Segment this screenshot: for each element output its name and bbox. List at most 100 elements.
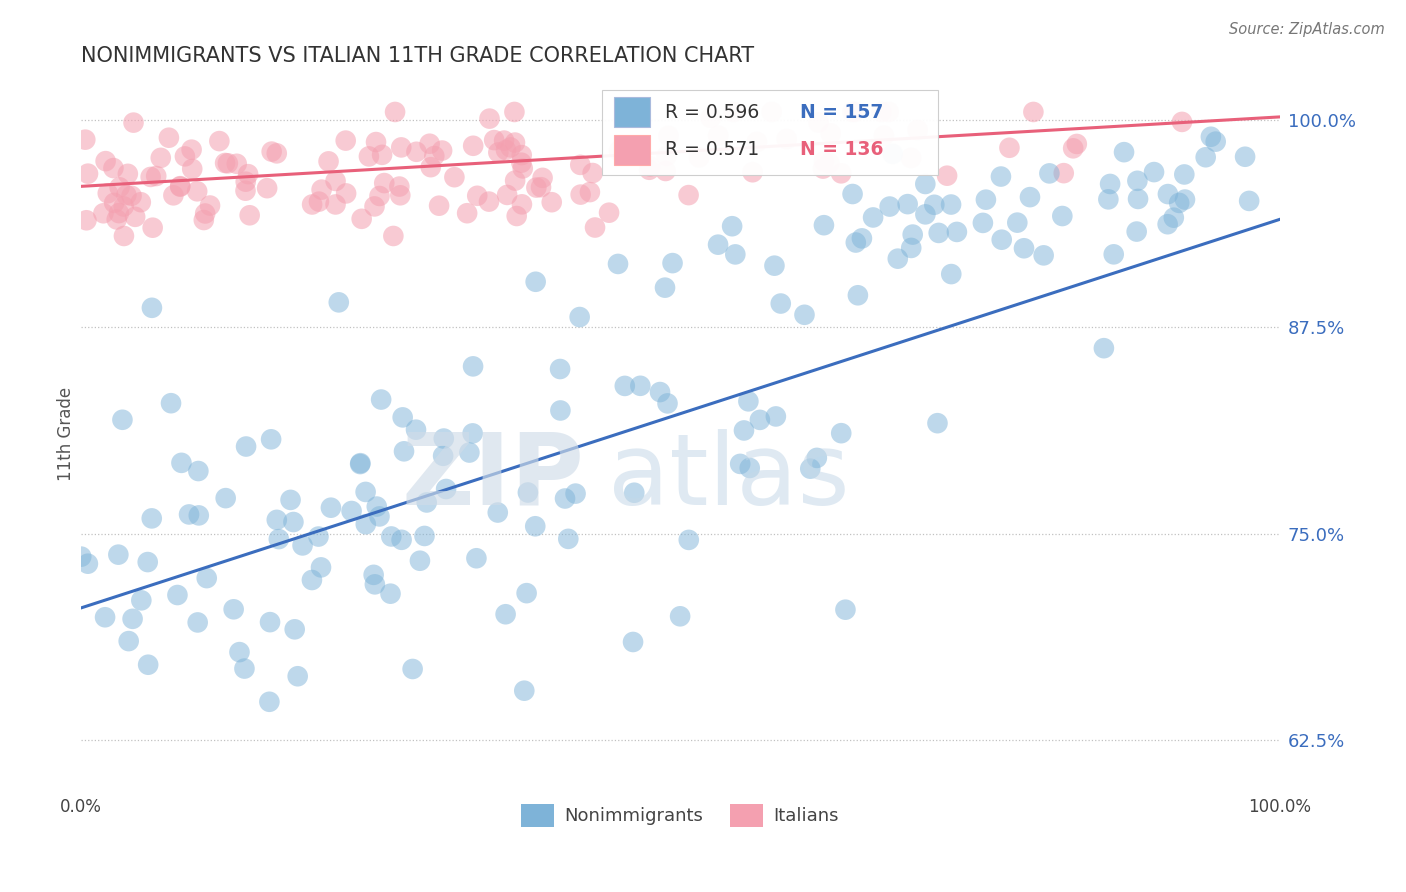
Point [186, 184, 208, 198]
Point [465, 551, 488, 566]
Point [118, 634, 141, 648]
Point [301, 573, 323, 587]
Point [366, 500, 388, 514]
Point [1066, 136, 1088, 151]
Point [707, 128, 730, 143]
Point [162, 188, 184, 202]
Point [907, 123, 929, 137]
Point [136, 657, 159, 672]
Point [239, 208, 262, 222]
Point [1102, 247, 1125, 261]
Point [1032, 248, 1054, 262]
Point [655, 149, 678, 163]
Point [380, 529, 402, 543]
Point [927, 416, 949, 430]
Point [371, 148, 394, 162]
Point [363, 567, 385, 582]
Point [434, 482, 457, 496]
Point [941, 267, 963, 281]
Point [364, 577, 387, 591]
Point [554, 491, 576, 506]
Point [607, 257, 630, 271]
Point [478, 112, 501, 126]
Point [350, 211, 373, 226]
Point [423, 149, 446, 163]
Point [388, 179, 411, 194]
Point [799, 461, 821, 475]
Point [761, 105, 783, 120]
Point [990, 169, 1012, 184]
Point [384, 105, 406, 120]
Point [807, 115, 830, 129]
Point [818, 156, 841, 170]
Point [142, 220, 165, 235]
Point [678, 188, 700, 202]
Point [990, 233, 1012, 247]
Point [415, 495, 437, 509]
Text: R = 0.596: R = 0.596 [665, 103, 759, 122]
Point [1038, 166, 1060, 180]
Point [103, 195, 125, 210]
Y-axis label: 11th Grade: 11th Grade [58, 387, 75, 482]
Point [1205, 135, 1227, 149]
Point [540, 195, 562, 210]
Point [391, 410, 413, 425]
Point [77, 557, 100, 571]
Point [131, 593, 153, 607]
Point [516, 586, 538, 600]
Point [461, 359, 484, 374]
Point [503, 173, 526, 187]
Point [569, 187, 592, 202]
Point [75, 133, 97, 147]
Point [228, 645, 250, 659]
Point [259, 615, 281, 629]
Point [1126, 192, 1149, 206]
Point [496, 188, 519, 202]
Point [924, 198, 946, 212]
Point [621, 635, 644, 649]
Point [1125, 225, 1147, 239]
Point [765, 409, 787, 424]
Point [419, 136, 441, 151]
Point [1097, 192, 1119, 206]
Point [733, 424, 755, 438]
Point [430, 144, 453, 158]
Point [308, 194, 330, 209]
Point [763, 259, 786, 273]
Point [901, 227, 924, 242]
Point [349, 456, 371, 470]
Point [94, 610, 117, 624]
Point [499, 140, 522, 154]
Point [845, 235, 868, 250]
Text: N = 136: N = 136 [800, 140, 883, 160]
Point [623, 485, 645, 500]
Point [914, 177, 936, 191]
Point [946, 225, 969, 239]
Point [1234, 150, 1257, 164]
Point [108, 180, 131, 194]
Point [122, 115, 145, 129]
Point [494, 134, 516, 148]
Point [495, 143, 517, 157]
Point [1053, 166, 1076, 180]
Point [198, 198, 221, 212]
Point [111, 413, 134, 427]
Point [503, 105, 526, 120]
Point [1012, 241, 1035, 255]
Point [170, 456, 193, 470]
Point [181, 161, 204, 176]
Point [564, 486, 586, 500]
Point [309, 560, 332, 574]
Point [112, 199, 135, 213]
Point [830, 426, 852, 441]
Point [897, 197, 920, 211]
Point [1126, 174, 1149, 188]
Point [873, 128, 896, 143]
Point [174, 149, 197, 163]
Point [235, 184, 257, 198]
Point [1174, 193, 1197, 207]
Point [157, 130, 180, 145]
Point [569, 158, 592, 172]
Point [1143, 165, 1166, 179]
Point [94, 154, 117, 169]
